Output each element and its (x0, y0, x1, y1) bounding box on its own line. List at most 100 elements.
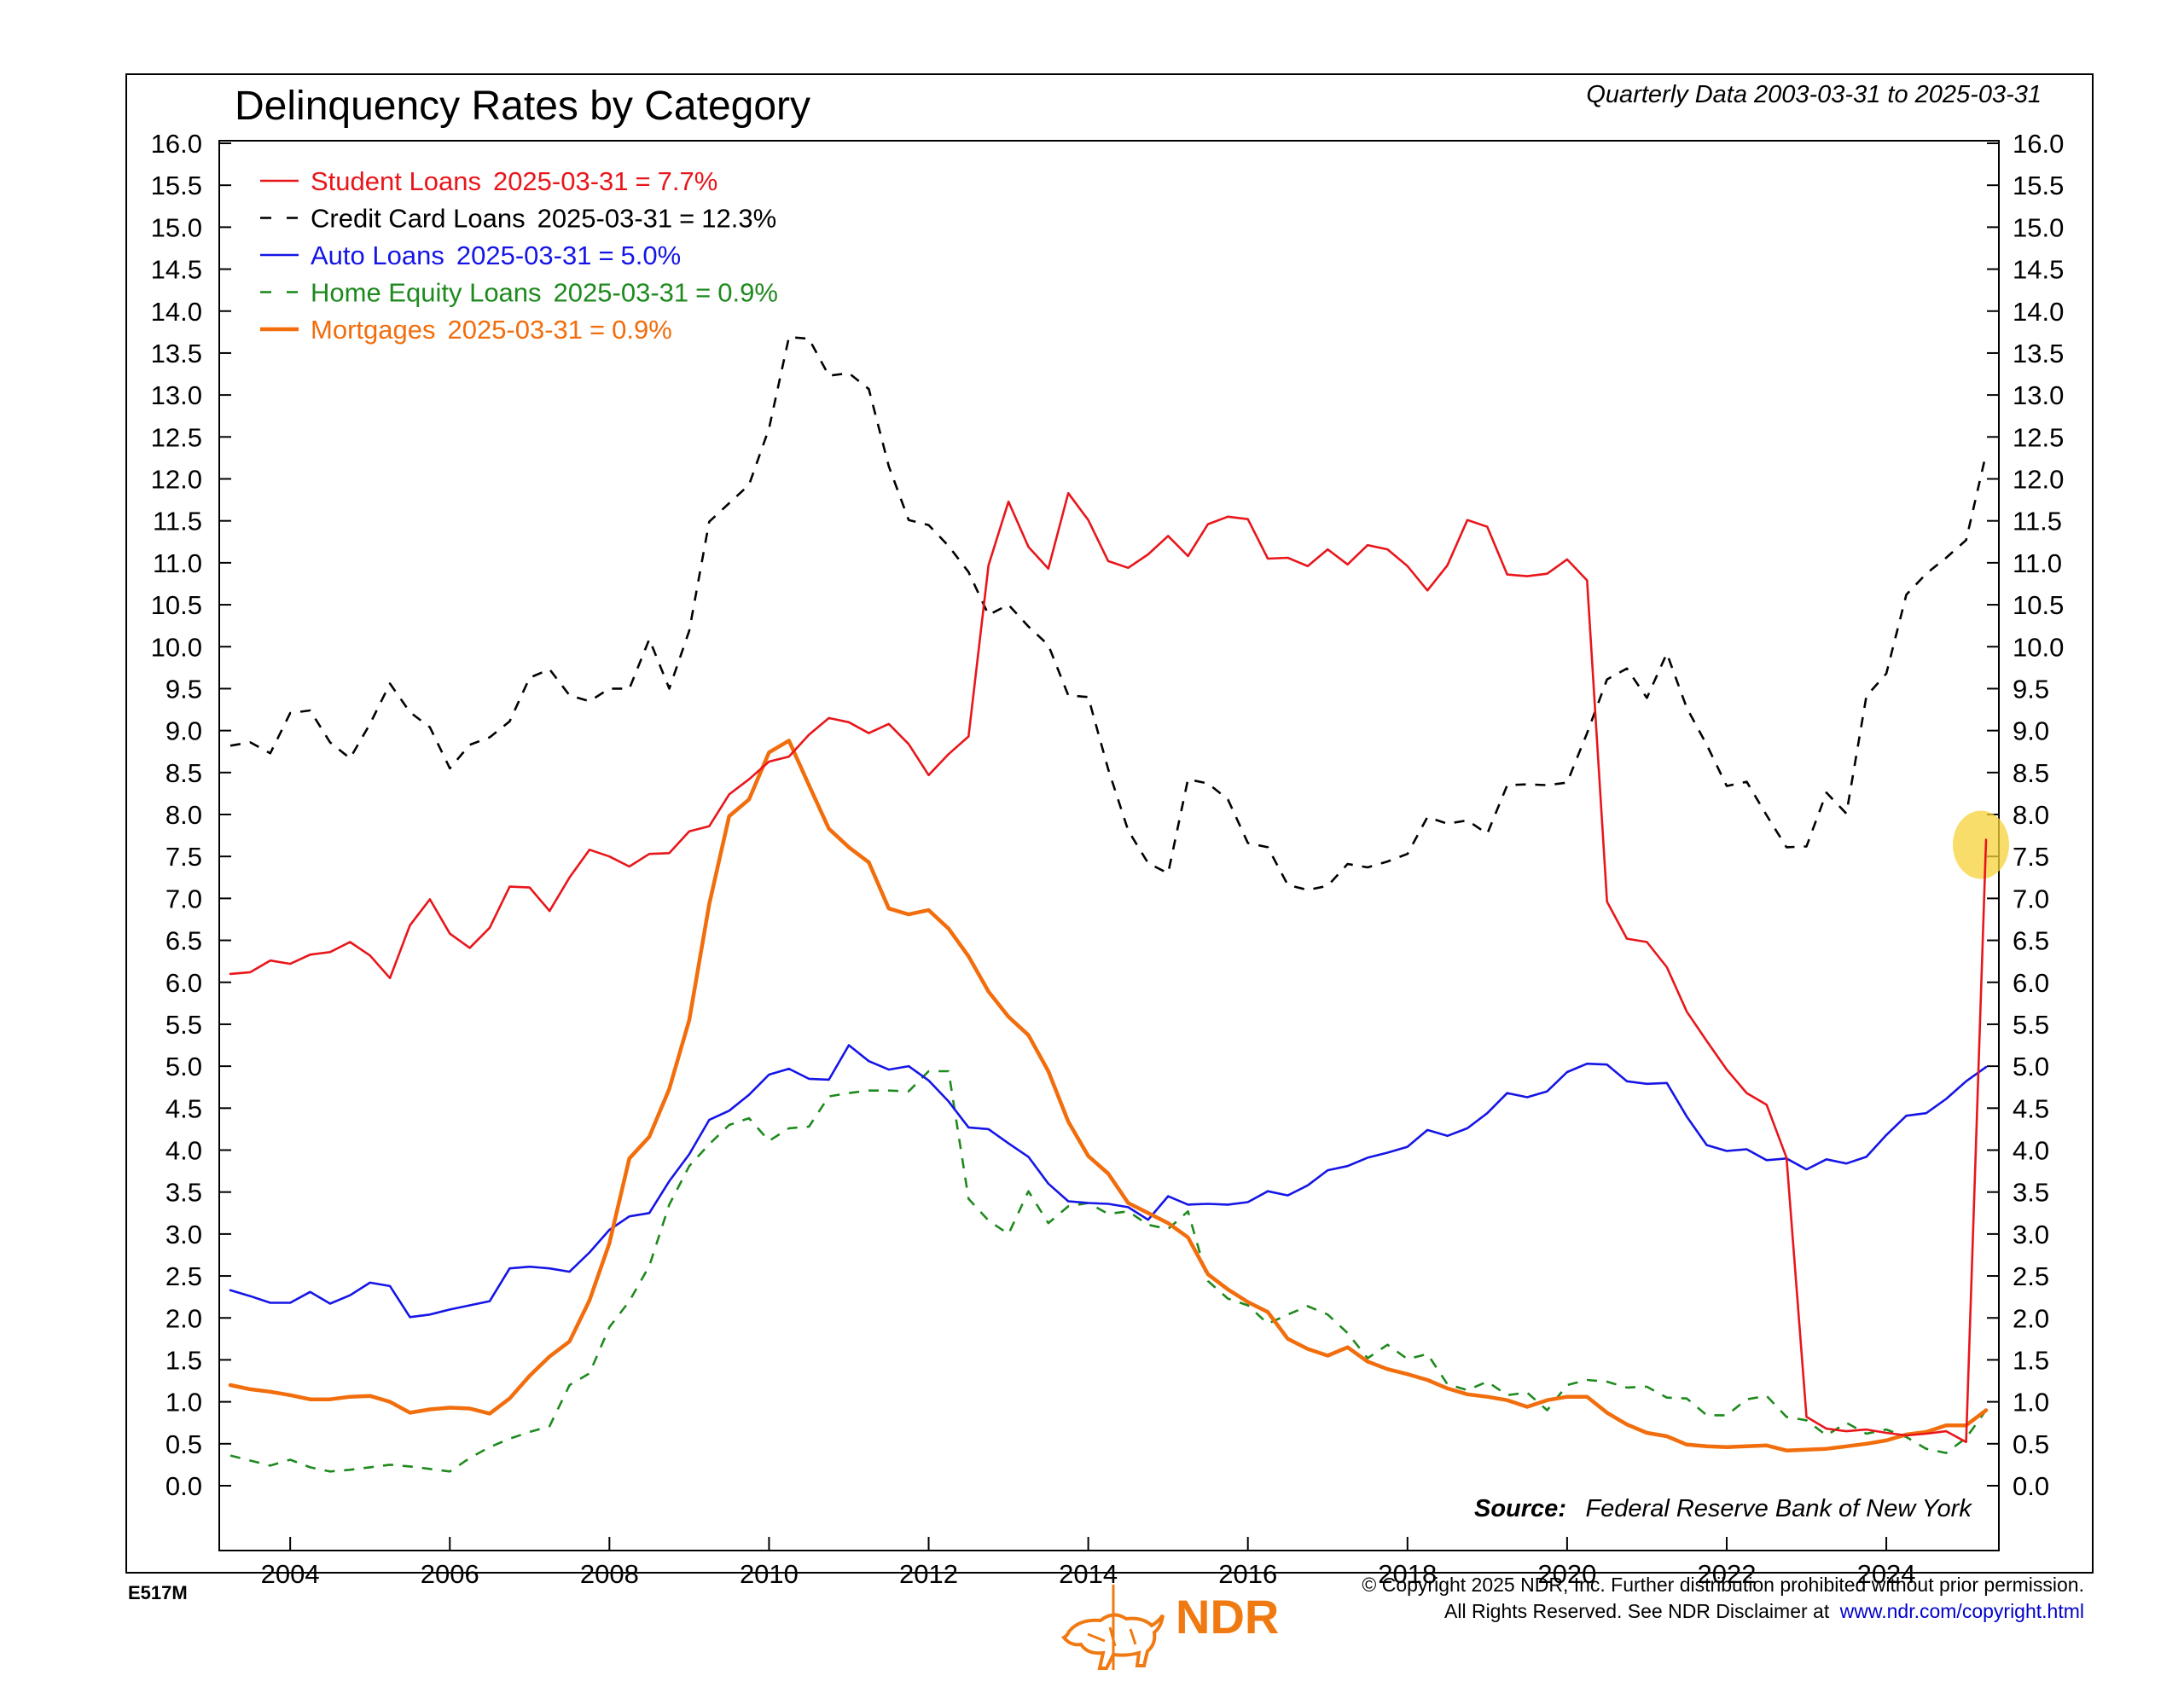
x-tick-label: 2024 (1857, 1559, 1916, 1589)
legend-equals: = (679, 204, 694, 234)
legend-date: 2025-03-31 (447, 315, 583, 345)
y-tick-label-left: 6.5 (166, 926, 202, 956)
legend-entry: Auto Loans 2025-03-31 = 5.0% (311, 241, 681, 270)
y-tick-label-right: 13.5 (2013, 339, 2064, 368)
y-tick-label-right: 14.0 (2013, 297, 2064, 327)
legend-equals: = (590, 315, 605, 345)
legend-series-name: Auto Loans (311, 241, 444, 270)
y-tick-label-right: 0.5 (2013, 1429, 2049, 1459)
legend-date: 2025-03-31 (537, 204, 673, 234)
y-tick-label-left: 16.0 (151, 129, 202, 159)
y-tick-label-left: 2.0 (166, 1303, 202, 1333)
y-tick-label-right: 7.5 (2013, 842, 2049, 872)
series-line-student-loans (229, 491, 1988, 1444)
y-tick-label-right: 8.5 (2013, 758, 2049, 788)
highlight-circle (1953, 810, 2009, 879)
y-tick-label-left: 12.0 (151, 465, 202, 495)
outer-frame (125, 73, 2094, 1574)
y-tick-label-left: 7.5 (166, 842, 202, 872)
x-tick-label: 2014 (1059, 1559, 1118, 1589)
legend-series-name: Mortgages (311, 315, 435, 345)
x-tick-label: 2008 (580, 1559, 639, 1589)
y-tick-label-left: 7.0 (166, 884, 202, 913)
legend-equals: = (598, 241, 613, 270)
y-tick-label-right: 5.5 (2013, 1010, 2049, 1040)
source-text: Federal Reserve Bank of New York (1585, 1495, 1972, 1522)
y-tick-label-left: 15.0 (151, 212, 202, 242)
y-tick-label-right: 15.5 (2013, 171, 2064, 200)
chart-subtitle: Quarterly Data 2003-03-31 to 2025-03-31 (1586, 81, 2042, 108)
legend-series-name: Credit Card Loans (311, 204, 526, 234)
copyright-text: All Rights Reserved. See NDR Disclaimer … (1444, 1600, 1830, 1622)
y-tick-label-right: 12.0 (2013, 465, 2064, 495)
y-tick-label-left: 4.5 (166, 1093, 202, 1123)
ndr-logo-text: NDR (1176, 1590, 1279, 1644)
legend: Student Loans 2025-03-31 = 7.7%Credit Card … (260, 166, 778, 345)
y-tick-label-left: 1.5 (166, 1345, 202, 1375)
y-tick-label-left: 11.0 (153, 548, 202, 578)
y-tick-label-left: 13.5 (151, 339, 202, 368)
source-line: Source: Federal Reserve Bank of New York (1474, 1495, 1972, 1522)
y-tick-label-left: 12.5 (151, 422, 202, 452)
legend-value: 0.9% (717, 278, 778, 308)
y-tick-label-left: 10.5 (151, 590, 202, 620)
series-line-auto-loans (229, 1044, 1988, 1319)
y-tick-label-right: 10.0 (2013, 632, 2064, 662)
y-tick-label-left: 3.5 (166, 1178, 202, 1208)
y-tick-label-right: 0.0 (2013, 1471, 2049, 1501)
y-tick-label-left: 13.0 (151, 380, 202, 410)
x-tick-label: 2018 (1378, 1559, 1437, 1589)
y-tick-label-right: 3.5 (2013, 1178, 2049, 1208)
legend-equals: = (695, 278, 711, 308)
y-tick-label-right: 2.5 (2013, 1261, 2049, 1291)
x-tick-label: 2022 (1697, 1559, 1756, 1589)
axes: 0.0 0.0 0.5 0.5 1.0 1.0 1.5 1.5 2.0 2.0 2.5 2.5 3.0 3… (151, 129, 2065, 1589)
legend-series-name: Home Equity Loans (311, 278, 542, 308)
legend-value: 0.9% (612, 315, 672, 345)
y-tick-label-right: 5.0 (2013, 1052, 2049, 1081)
x-tick-label: 2016 (1218, 1559, 1277, 1589)
y-tick-label-right: 1.0 (2013, 1388, 2049, 1417)
y-tick-label-right: 11.5 (2013, 507, 2062, 536)
y-tick-label-right: 8.0 (2013, 800, 2049, 830)
y-tick-label-left: 6.0 (166, 968, 202, 998)
y-tick-label-left: 14.5 (151, 255, 202, 285)
legend-value: 12.3% (701, 204, 776, 234)
y-tick-label-left: 1.0 (166, 1388, 202, 1417)
x-tick-label: 2010 (740, 1559, 799, 1589)
legend-date: 2025-03-31 (456, 241, 592, 270)
y-tick-label-left: 0.0 (166, 1471, 202, 1501)
y-tick-label-right: 1.5 (2013, 1345, 2049, 1375)
legend-date: 2025-03-31 (493, 166, 629, 196)
x-tick-label: 2006 (421, 1559, 479, 1589)
y-tick-label-left: 4.0 (166, 1136, 202, 1166)
y-tick-label-left: 14.0 (151, 297, 202, 327)
copyright-link[interactable]: www.ndr.com/copyright.html (1839, 1600, 2084, 1622)
legend-series-name: Student Loans (311, 166, 481, 196)
legend-equals: = (636, 166, 651, 196)
legend-entry: Mortgages 2025-03-31 = 0.9% (311, 315, 672, 345)
x-tick-label: 2020 (1537, 1559, 1596, 1589)
source-label: Source: (1474, 1495, 1566, 1522)
y-tick-label-left: 15.5 (151, 171, 202, 200)
y-tick-label-left: 8.5 (166, 758, 202, 788)
y-tick-label-right: 3.0 (2013, 1220, 2049, 1249)
y-tick-label-right: 2.0 (2013, 1303, 2049, 1333)
y-tick-label-right: 12.5 (2013, 422, 2064, 452)
y-tick-label-left: 9.0 (166, 716, 202, 746)
y-tick-label-right: 15.0 (2013, 212, 2064, 242)
legend-entry: Credit Card Loans 2025-03-31 = 12.3% (311, 204, 776, 234)
y-tick-label-left: 9.5 (166, 674, 202, 704)
y-tick-label-right: 4.0 (2013, 1136, 2049, 1166)
y-tick-label-right: 6.0 (2013, 968, 2049, 998)
y-tick-label-left: 11.5 (153, 507, 202, 536)
legend-entry: Student Loans 2025-03-31 = 7.7% (311, 166, 717, 196)
y-tick-label-left: 10.0 (151, 632, 202, 662)
copyright-line-2: All Rights Reserved. See NDR Disclaimer … (1444, 1600, 2084, 1622)
y-tick-label-right: 10.5 (2013, 590, 2064, 620)
series-lines (228, 335, 1989, 1473)
series-line-credit-card-loans (229, 335, 1988, 891)
y-tick-label-right: 7.0 (2013, 884, 2049, 913)
y-tick-label-left: 8.0 (166, 800, 202, 830)
